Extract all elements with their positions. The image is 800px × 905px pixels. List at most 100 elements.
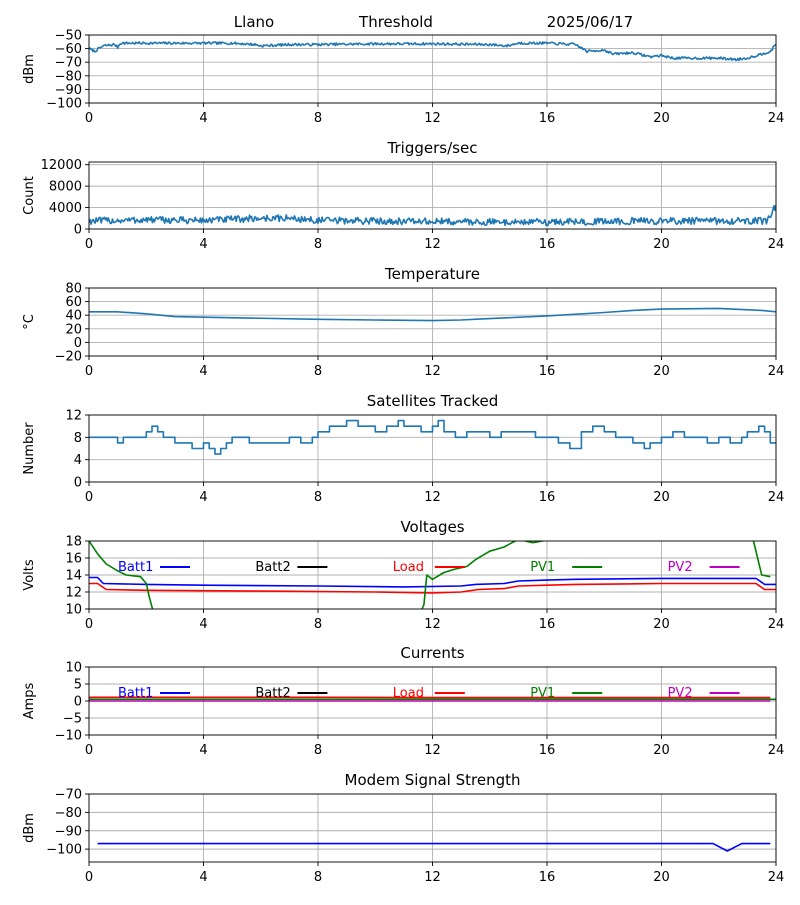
y-tick-label: −100	[46, 843, 82, 858]
y-tick-label: 8000	[49, 180, 82, 195]
x-tick-label: 24	[768, 617, 785, 632]
y-tick-label: 18	[65, 535, 82, 550]
y-tick-label: 12	[65, 409, 82, 424]
x-tick-label: 8	[314, 743, 322, 758]
y-tick-label: 4	[74, 453, 82, 468]
x-tick-label: 12	[424, 617, 441, 632]
y-tick-label: 0	[74, 476, 82, 491]
legend-label-pv1: PV1	[530, 560, 555, 575]
x-tick-label: 16	[539, 490, 556, 505]
x-tick-label: 12	[424, 364, 441, 379]
x-tick-label: 8	[314, 490, 322, 505]
x-tick-label: 20	[653, 111, 670, 126]
y-tick-label: 8	[74, 431, 82, 446]
y-axis-label: Volts	[22, 559, 37, 591]
x-tick-label: 0	[85, 870, 93, 885]
y-tick-label: 16	[65, 552, 82, 567]
legend-label-batt2: Batt2	[255, 560, 290, 575]
x-tick-label: 8	[314, 617, 322, 632]
x-tick-label: 20	[653, 743, 670, 758]
y-tick-label: 0	[74, 223, 82, 238]
series-group	[98, 844, 771, 851]
x-tick-label: 24	[768, 743, 785, 758]
x-tick-label: 24	[768, 364, 785, 379]
x-tick-label: 12	[424, 111, 441, 126]
legend-label-load: Load	[393, 686, 424, 701]
panel-title: Currents	[400, 644, 464, 662]
y-tick-label: −80	[55, 806, 82, 821]
y-tick-label: −90	[55, 824, 82, 839]
x-tick-label: 16	[539, 237, 556, 252]
y-tick-label: 12	[65, 586, 82, 601]
legend-label-load: Load	[393, 560, 424, 575]
x-tick-label: 12	[424, 870, 441, 885]
x-tick-label: 16	[539, 364, 556, 379]
y-tick-label: −100	[46, 97, 82, 112]
y-tick-label: −80	[55, 69, 82, 84]
header-mode: Threshold	[358, 13, 433, 31]
x-tick-label: 8	[314, 237, 322, 252]
y-axis-label: Number	[22, 422, 37, 475]
x-tick-label: 0	[85, 364, 93, 379]
x-tick-label: 8	[314, 870, 322, 885]
y-axis-label: Count	[22, 176, 37, 215]
y-tick-label: −5	[63, 712, 82, 727]
x-tick-label: 20	[653, 490, 670, 505]
y-tick-label: 4000	[49, 201, 82, 216]
y-tick-label: 80	[65, 282, 82, 297]
series-line-modem-0	[98, 844, 771, 851]
x-tick-label: 4	[199, 743, 207, 758]
x-tick-label: 24	[768, 237, 785, 252]
panel-title: Temperature	[384, 265, 480, 283]
x-tick-label: 12	[424, 490, 441, 505]
y-tick-label: −70	[55, 788, 82, 803]
y-axis-label: dBm	[22, 813, 37, 843]
y-tick-label: −50	[55, 29, 82, 44]
y-tick-label: 10	[65, 661, 82, 676]
legend-label-pv1: PV1	[530, 686, 555, 701]
x-tick-label: 4	[199, 111, 207, 126]
x-tick-label: 0	[85, 111, 93, 126]
y-tick-label: 20	[65, 322, 82, 337]
y-tick-label: 14	[65, 569, 82, 584]
panel-title: Modem Signal Strength	[345, 771, 521, 789]
y-axis-label: °C	[22, 314, 37, 330]
x-tick-label: 24	[768, 490, 785, 505]
x-tick-label: 20	[653, 870, 670, 885]
header-site: Llano	[234, 13, 274, 31]
y-tick-label: −10	[55, 729, 82, 744]
y-tick-label: 10	[65, 603, 82, 618]
x-tick-label: 0	[85, 237, 93, 252]
y-tick-label: 5	[74, 678, 82, 693]
x-tick-label: 4	[199, 490, 207, 505]
y-axis-label: Amps	[22, 682, 37, 719]
x-tick-label: 20	[653, 617, 670, 632]
x-tick-label: 0	[85, 617, 93, 632]
y-tick-label: −90	[55, 83, 82, 98]
x-tick-label: 4	[199, 870, 207, 885]
legend-label-batt2: Batt2	[255, 686, 290, 701]
x-tick-label: 20	[653, 237, 670, 252]
x-tick-label: 8	[314, 364, 322, 379]
header-date: 2025/06/17	[547, 13, 633, 31]
y-tick-label: −20	[55, 350, 82, 365]
x-tick-label: 0	[85, 490, 93, 505]
y-axis-label: dBm	[22, 54, 37, 84]
x-tick-label: 16	[539, 743, 556, 758]
x-tick-label: 0	[85, 743, 93, 758]
legend-label-pv2: PV2	[668, 560, 693, 575]
x-tick-label: 4	[199, 364, 207, 379]
x-tick-label: 4	[199, 237, 207, 252]
y-tick-label: 60	[65, 295, 82, 310]
panel-title: Voltages	[400, 518, 464, 536]
legend-label-batt1: Batt1	[118, 686, 153, 701]
x-tick-label: 24	[768, 111, 785, 126]
y-tick-label: 0	[74, 336, 82, 351]
x-tick-label: 20	[653, 364, 670, 379]
